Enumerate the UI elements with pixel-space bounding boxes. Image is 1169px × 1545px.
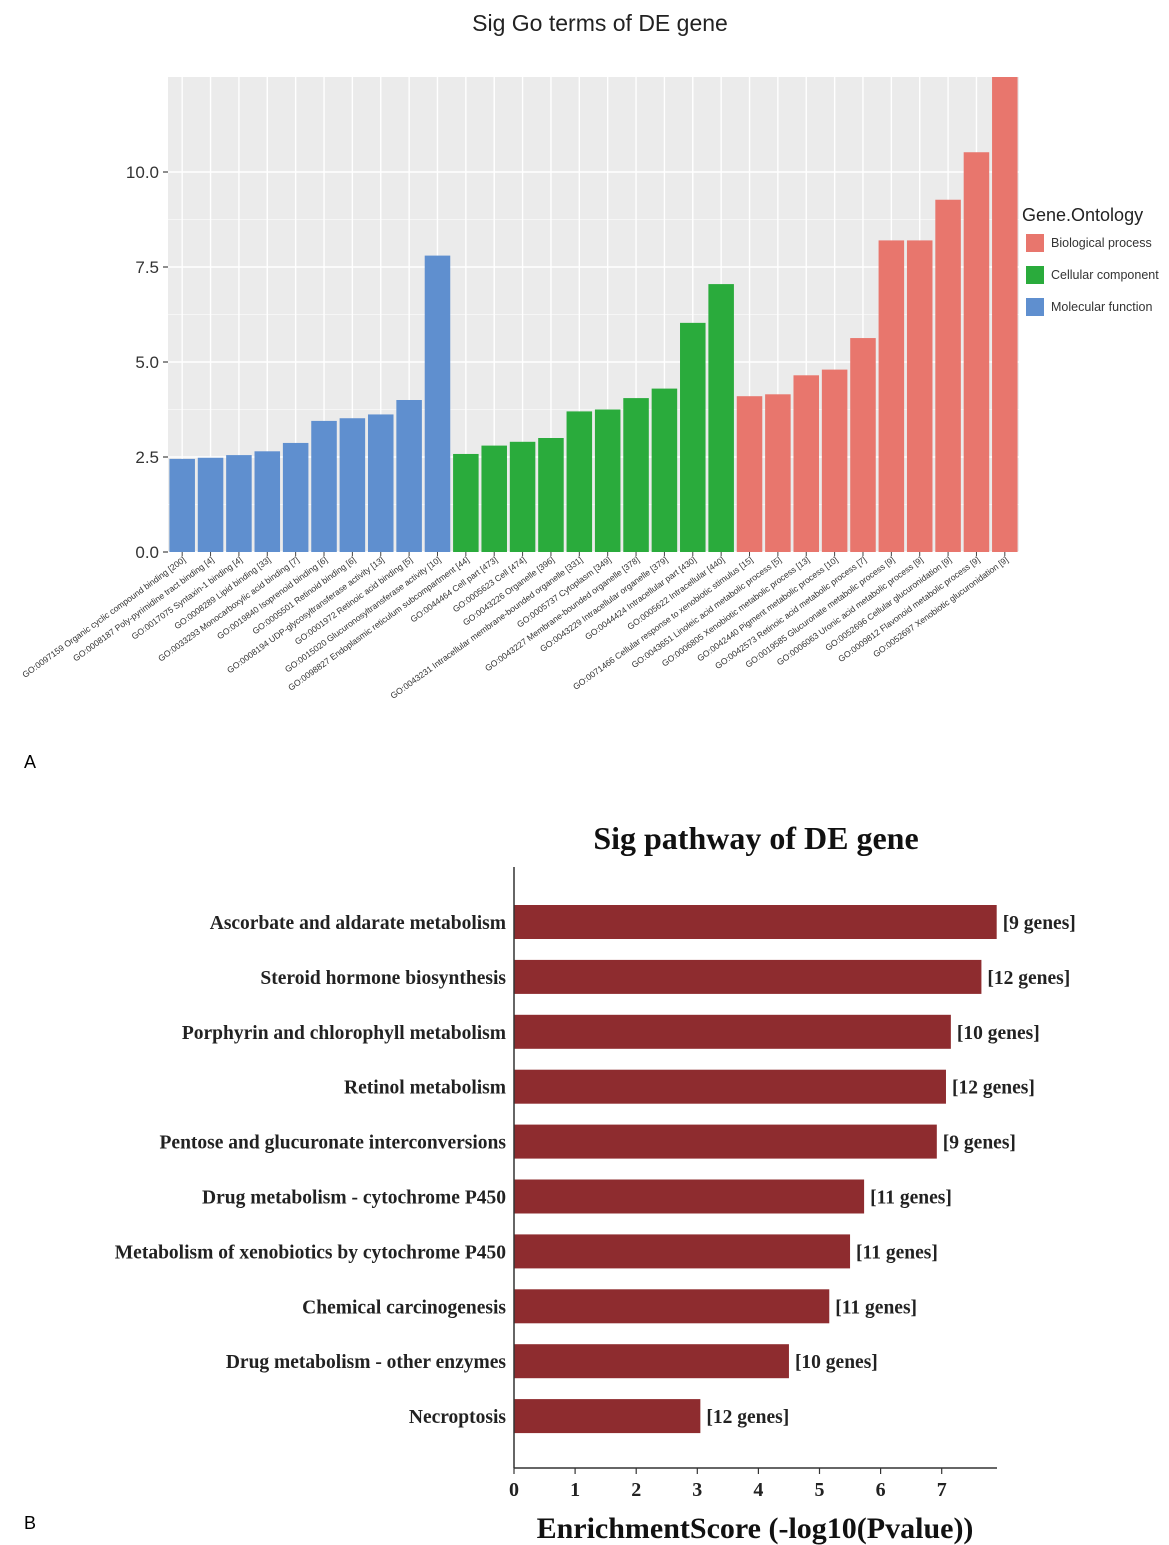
legend-label: Biological process [1051,236,1152,250]
bar [396,400,422,552]
chart-b-x-axis: 0 1 2 3 4 5 6 7 [509,1468,947,1501]
bar [339,418,366,552]
legend-swatch [1026,234,1044,252]
bar [680,322,706,552]
bar [514,905,997,939]
bar [736,396,763,552]
chart-b-title: Sig pathway of DE gene [593,820,918,856]
bar [514,1014,951,1049]
chart-a-x-axis: GO:0097159 Organic cyclic compound bindi… [20,552,1010,701]
y-tick-label: 2.5 [135,448,159,467]
data-label: [11 genes] [870,1188,952,1209]
x-tick-label: 7 [937,1479,947,1501]
bar [935,199,961,553]
chart-a-bars [169,77,1018,553]
x-tick-label: 0 [509,1479,519,1501]
data-label: [9 genes] [1003,913,1076,934]
chart-a-y-axis: 0.0 2.5 5.0 7.5 10.0 [126,163,168,562]
y-tick-label: 7.5 [135,258,159,277]
data-label: [11 genes] [856,1242,938,1263]
bar [765,394,791,552]
x-tick-label: 2 [631,1479,641,1501]
data-label: [12 genes] [706,1407,789,1428]
category-label: Drug metabolism - other enzymes [226,1352,507,1373]
bar [514,1344,789,1379]
x-tick-label: 6 [876,1479,886,1501]
bar [514,1234,851,1269]
y-tick-label: 5.0 [135,353,159,372]
bar [481,445,507,552]
bar [878,240,905,552]
panel-label-a: A [24,752,37,772]
chart-b-category-labels: Ascorbate and aldarate metabolism Steroid… [115,913,507,1428]
legend-swatch [1026,266,1044,284]
category-label: Drug metabolism - cytochrome P450 [202,1188,506,1209]
legend-label: Molecular function [1051,300,1152,314]
data-label: [10 genes] [795,1352,878,1373]
bar [514,1399,701,1434]
bar [850,338,876,552]
chart-b-x-axis-label: EnrichmentScore (-log10(Pvalue)) [537,1512,974,1545]
go-terms-bar-chart: Sig Go terms of DE gene 0.0 2.5 5.0 7.5 10.0… [20,10,1159,701]
category-label: Retinol metabolism [344,1078,506,1099]
legend-swatch [1026,298,1044,316]
bar [992,77,1018,552]
legend-label: Cellular component [1051,268,1159,282]
bar [282,442,309,552]
category-label: Chemical carcinogenesis [302,1297,506,1318]
bar [514,1124,937,1159]
bar [514,959,982,994]
x-tick-label: 1 [570,1479,580,1501]
bar [254,451,281,552]
panel-label-b: B [24,1513,37,1533]
bar [197,457,224,552]
bar [514,1179,865,1214]
bar [509,441,536,552]
bar [424,255,451,552]
bar [651,388,678,552]
bar [169,458,195,552]
bar [821,369,848,552]
x-tick-label: 4 [753,1479,763,1501]
bar [226,455,252,552]
category-label: Pentose and glucuronate interconversions [160,1133,507,1154]
category-label: Steroid hormone biosynthesis [260,968,506,989]
legend-title: Gene.Ontology [1022,205,1143,225]
chart-a-legend: Gene.Ontology Biological process Cellular… [1022,205,1159,316]
y-tick-label: 0.0 [135,543,159,562]
bar [963,152,990,553]
category-label: Necroptosis [409,1407,507,1428]
x-tick-label: 3 [692,1479,702,1501]
category-label: Metabolism of xenobiotics by cytochrome … [115,1242,506,1263]
bar [367,414,394,552]
category-label: Porphyrin and chlorophyll metabolism [182,1023,506,1044]
bar [906,240,933,552]
bar [514,1069,946,1104]
chart-b-bars [514,905,997,1434]
bar [453,453,479,552]
bar [311,420,337,552]
bar [594,409,621,552]
chart-a-title: Sig Go terms of DE gene [472,10,728,36]
chart-b-data-labels: [9 genes] [12 genes] [10 genes] [12 genes] [… [706,913,1075,1428]
bar [538,438,564,552]
y-tick-label: 10.0 [126,163,159,182]
data-label: [12 genes] [952,1078,1035,1099]
bar [514,1289,830,1324]
bar [793,375,820,552]
data-label: [10 genes] [957,1023,1040,1044]
data-label: [9 genes] [943,1133,1016,1154]
data-label: [12 genes] [987,968,1070,989]
category-label: Ascorbate and aldarate metabolism [210,913,506,934]
bar [566,411,593,552]
pathway-bar-chart: Sig pathway of DE gene Ascorbate and ald… [115,820,1076,1545]
x-tick-label: 5 [815,1479,825,1501]
bar [623,398,649,552]
data-label: [11 genes] [835,1297,917,1318]
bar [708,284,734,552]
